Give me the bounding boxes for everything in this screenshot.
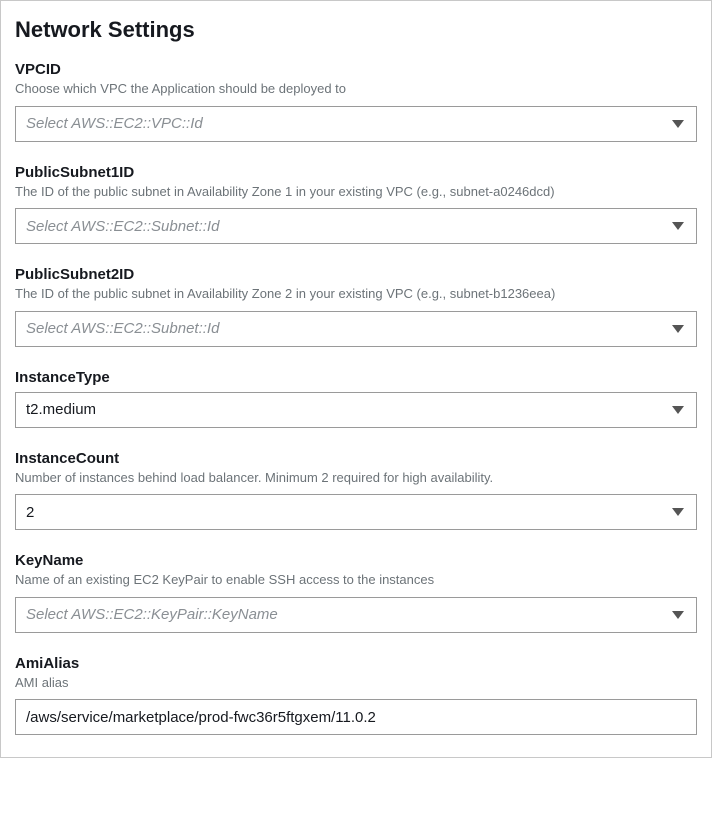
instance-count-value: 2	[26, 504, 34, 521]
public-subnet-2-select[interactable]: Select AWS::EC2::Subnet::Id	[15, 311, 697, 347]
field-instance-type: InstanceType t2.medium	[15, 369, 697, 428]
ami-alias-input[interactable]: /aws/service/marketplace/prod-fwc36r5ftg…	[15, 699, 697, 735]
chevron-down-icon	[672, 611, 684, 619]
vpcid-description: Choose which VPC the Application should …	[15, 80, 697, 98]
vpcid-select[interactable]: Select AWS::EC2::VPC::Id	[15, 106, 697, 142]
public-subnet-1-description: The ID of the public subnet in Availabil…	[15, 183, 697, 201]
instance-count-select[interactable]: 2	[15, 494, 697, 530]
section-title: Network Settings	[15, 17, 697, 43]
chevron-down-icon	[672, 222, 684, 230]
chevron-down-icon	[672, 406, 684, 414]
field-public-subnet-1: PublicSubnet1ID The ID of the public sub…	[15, 164, 697, 245]
key-name-description: Name of an existing EC2 KeyPair to enabl…	[15, 571, 697, 589]
vpcid-label: VPCID	[15, 61, 697, 78]
public-subnet-1-placeholder: Select AWS::EC2::Subnet::Id	[26, 218, 219, 235]
field-vpcid: VPCID Choose which VPC the Application s…	[15, 61, 697, 142]
public-subnet-2-label: PublicSubnet2ID	[15, 266, 697, 283]
ami-alias-label: AmiAlias	[15, 655, 697, 672]
chevron-down-icon	[672, 325, 684, 333]
chevron-down-icon	[672, 508, 684, 516]
vpcid-placeholder: Select AWS::EC2::VPC::Id	[26, 115, 203, 132]
ami-alias-description: AMI alias	[15, 674, 697, 692]
public-subnet-2-placeholder: Select AWS::EC2::Subnet::Id	[26, 320, 219, 337]
key-name-label: KeyName	[15, 552, 697, 569]
public-subnet-1-label: PublicSubnet1ID	[15, 164, 697, 181]
key-name-placeholder: Select AWS::EC2::KeyPair::KeyName	[26, 606, 278, 623]
instance-type-select[interactable]: t2.medium	[15, 392, 697, 428]
chevron-down-icon	[672, 120, 684, 128]
key-name-select[interactable]: Select AWS::EC2::KeyPair::KeyName	[15, 597, 697, 633]
public-subnet-1-select[interactable]: Select AWS::EC2::Subnet::Id	[15, 208, 697, 244]
instance-type-label: InstanceType	[15, 369, 697, 386]
field-ami-alias: AmiAlias AMI alias /aws/service/marketpl…	[15, 655, 697, 736]
field-key-name: KeyName Name of an existing EC2 KeyPair …	[15, 552, 697, 633]
field-public-subnet-2: PublicSubnet2ID The ID of the public sub…	[15, 266, 697, 347]
public-subnet-2-description: The ID of the public subnet in Availabil…	[15, 285, 697, 303]
instance-count-label: InstanceCount	[15, 450, 697, 467]
network-settings-panel: Network Settings VPCID Choose which VPC …	[0, 0, 712, 758]
instance-type-value: t2.medium	[26, 401, 96, 418]
instance-count-description: Number of instances behind load balancer…	[15, 469, 697, 487]
ami-alias-value: /aws/service/marketplace/prod-fwc36r5ftg…	[26, 709, 376, 726]
field-instance-count: InstanceCount Number of instances behind…	[15, 450, 697, 531]
